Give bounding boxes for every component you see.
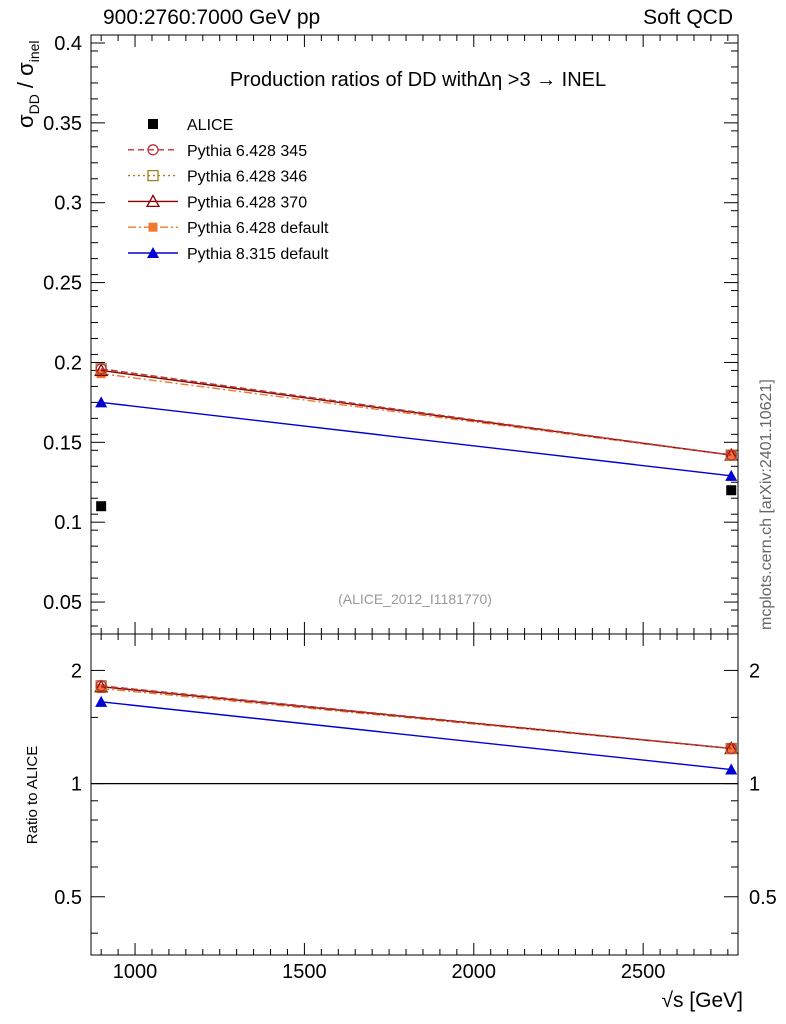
y-title-sigma: σ (13, 114, 38, 128)
ratio-line (101, 701, 732, 771)
y-axis-title-text: σDD / σinel (13, 40, 42, 128)
legend-entry: Pythia 8.315 default (128, 246, 329, 263)
series-pythia-6-428-345 (95, 363, 737, 461)
plot-title: Production ratios of DD withΔη >3 → INEL (230, 69, 606, 91)
ratio-point (725, 763, 738, 775)
legend-label: Pythia 6.428 346 (187, 169, 307, 186)
data-point (725, 469, 738, 481)
ratio-line (101, 685, 732, 750)
y-tick-label: 0.35 (43, 113, 82, 135)
ratio-point (96, 684, 106, 694)
analysis-annotation: (ALICE_2012_I1181770) (338, 591, 492, 607)
data-point (95, 363, 107, 375)
y-axis-title: σDD / σinel (13, 40, 42, 128)
lower-plot-content (91, 679, 739, 785)
ratio-series-pythia-6-428-345 (95, 680, 737, 755)
legend-entry: Pythia 6.428 345 (128, 143, 307, 160)
legend-label: ALICE (187, 117, 233, 134)
y-tick-label: 0.25 (43, 273, 82, 295)
legend: ALICE Pythia 6.428 345 Pythia 6.428 346 Pyt… (128, 117, 329, 263)
legend-marker (145, 194, 161, 208)
legend-marker (147, 169, 159, 182)
legend-entry: Pythia 6.428 346 (128, 169, 307, 186)
data-point (96, 501, 107, 512)
x-tick-label: 2000 (452, 961, 497, 983)
upper-plot-content (94, 363, 739, 512)
y-tick-label: 0.3 (54, 193, 82, 215)
legend-label: Pythia 6.428 default (187, 220, 329, 237)
ratio-point (95, 695, 108, 707)
series-line (101, 401, 732, 477)
header-category-label: Soft QCD (643, 6, 733, 29)
ratio-series-pythia-8-315-default (95, 695, 738, 775)
y-tick-label: 0.05 (43, 592, 82, 614)
x-tick-label: 1000 (113, 961, 158, 983)
data-point (725, 449, 737, 461)
series-pythia-8-315-default (95, 396, 738, 481)
y-tick-label: 0.5 (54, 887, 82, 909)
y-tick-label-right: 2 (749, 660, 760, 682)
y-title-mid: / σ (13, 62, 38, 94)
y-tick-label: 0.15 (43, 432, 82, 454)
series-line (101, 368, 732, 456)
legend-entry: Pythia 6.428 370 (128, 194, 307, 211)
y-tick-label-right: 0.5 (749, 887, 777, 909)
ratio-series-pythia-6-428-346 (95, 680, 737, 755)
legend-marker (148, 119, 158, 129)
series-line (101, 369, 732, 456)
lower-plot-frame (90, 633, 739, 956)
legend-marker (147, 247, 159, 258)
legend-label: Pythia 8.315 default (187, 246, 329, 263)
series-alice (96, 485, 737, 512)
data-point (95, 396, 108, 408)
y-tick-label-right: 1 (749, 774, 760, 796)
lower-frame-box (90, 633, 739, 956)
legend-label: Pythia 6.428 370 (187, 194, 307, 211)
ratio-point (95, 680, 107, 692)
header-process-label: 900:2760:7000 GeV pp (103, 6, 321, 29)
x-axis-title: √s [GeV] (661, 989, 743, 1012)
axis-labels: 0.05 0.1 0.15 0.2 0.25 0.3 0.35 0.4 0.5 0.5 1 1 2 2 10… (13, 33, 777, 1012)
ratio-line (101, 687, 732, 750)
y-tick-label: 0.1 (54, 512, 82, 534)
x-tick-label: 2500 (621, 961, 666, 983)
y-tick-label: 2 (71, 660, 82, 682)
legend-marker (148, 222, 158, 232)
data-point (726, 485, 737, 496)
legend-entry: ALICE (148, 117, 233, 134)
y-title-sub2: inel (26, 40, 42, 62)
ratio-axis-title: Ratio to ALICE (24, 746, 41, 844)
x-tick-label: 1500 (282, 961, 327, 983)
legend-label: Pythia 6.428 345 (187, 143, 307, 160)
y-tick-label: 0.2 (54, 352, 82, 374)
y-tick-label: 0.4 (54, 33, 82, 55)
y-title-sub1: DD (26, 94, 42, 114)
legend-entry: Pythia 6.428 default (128, 220, 329, 237)
legend-marker (147, 144, 159, 156)
ratio-point (725, 742, 737, 755)
series-pythia-6-428-346 (95, 363, 737, 461)
y-tick-label: 1 (71, 774, 82, 796)
